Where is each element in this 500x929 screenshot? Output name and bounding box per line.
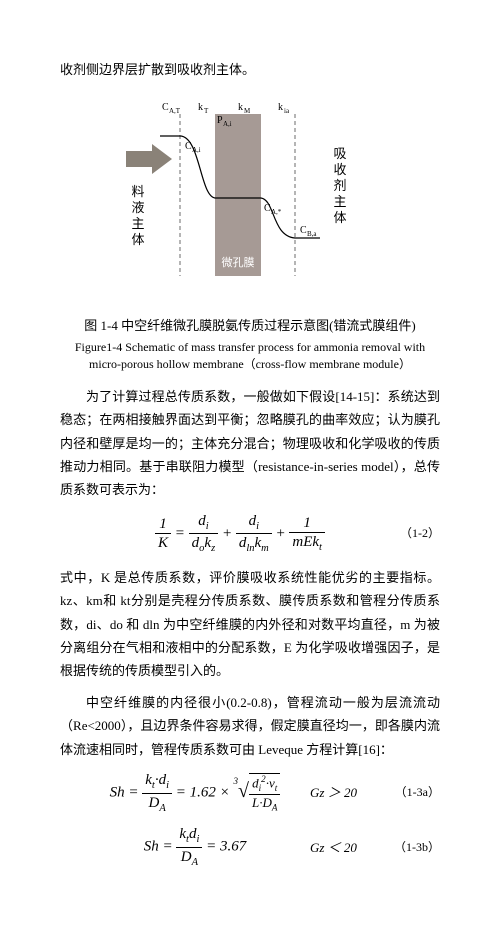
svg-text:液: 液 — [131, 200, 144, 215]
eq-num-1-2: （1-2） — [390, 523, 440, 545]
svg-text:M: M — [244, 107, 251, 115]
svg-text:体: 体 — [333, 210, 346, 225]
svg-text:k: k — [198, 102, 203, 113]
svg-text:T: T — [204, 107, 209, 115]
svg-text:主: 主 — [131, 216, 144, 231]
svg-text:A,*: A,* — [271, 208, 282, 216]
figure-1-4: 微孔膜 CA,T kT PA,i kM kia 料 液 主 体 吸 收 剂 主 … — [60, 96, 440, 303]
svg-text:C: C — [300, 225, 307, 236]
svg-text:k: k — [278, 102, 283, 113]
figure-caption-cn: 图 1-4 中空纤维微孔膜脱氨传质过程示意图(错流式膜组件) — [60, 314, 440, 337]
eq-num-1-3b: （1-3b） — [390, 837, 440, 859]
equation-1-2: 1K = di dokz + di dlnkm + 1 mEkt （1-2） — [60, 512, 440, 556]
svg-text:C: C — [185, 141, 192, 152]
svg-text:A,T: A,T — [169, 107, 181, 115]
equation-1-3a: Sh = kt·di DA = 1.62 × 3√ di2·vt L·DA Gz… — [60, 771, 440, 815]
svg-text:A,i: A,i — [192, 146, 201, 154]
svg-text:体: 体 — [131, 232, 144, 247]
svg-text:ia: ia — [284, 107, 290, 115]
svg-text:剂: 剂 — [333, 178, 346, 193]
svg-text:C: C — [162, 102, 169, 113]
svg-text:A,i: A,i — [223, 120, 232, 128]
left-stream-label: 料 — [131, 184, 144, 199]
svg-text:收: 收 — [333, 162, 346, 177]
membrane-label: 微孔膜 — [222, 255, 255, 269]
svg-text:B,a: B,a — [307, 230, 317, 238]
equation-1-3b: Sh = ktdi DA = 3.67 Gz ＜ 20 （1-3b） — [60, 825, 440, 869]
svg-text:主: 主 — [333, 194, 346, 209]
eq-num-1-3a: （1-3a） — [390, 782, 440, 804]
figure-caption-en: Figure1-4 Schematic of mass transfer pro… — [60, 339, 440, 373]
eq-1-3a-cond: Gz ＞ 20 — [310, 781, 390, 804]
top-fragment: 收剂侧边界层扩散到吸收剂主体。 — [60, 58, 440, 81]
right-stream-label: 吸 — [333, 146, 346, 161]
svg-text:k: k — [238, 102, 243, 113]
para-symbols: 式中，K 是总传质系数，评价膜吸收系统性能优劣的主要指标。kz、km和 kt分别… — [60, 566, 440, 683]
svg-text:C: C — [264, 203, 271, 214]
para-leveque: 中空纤维膜的内径很小(0.2-0.8)，管程流动一般为层流流动（Re<2000）… — [60, 691, 440, 761]
eq-1-3b-cond: Gz ＜ 20 — [310, 836, 390, 859]
para-assumptions: 为了计算过程总传质系数，一般做如下假设[14-15]：系统达到稳态；在两相接触界… — [60, 385, 440, 502]
mass-transfer-diagram: 微孔膜 CA,T kT PA,i kM kia 料 液 主 体 吸 收 剂 主 … — [120, 96, 380, 296]
